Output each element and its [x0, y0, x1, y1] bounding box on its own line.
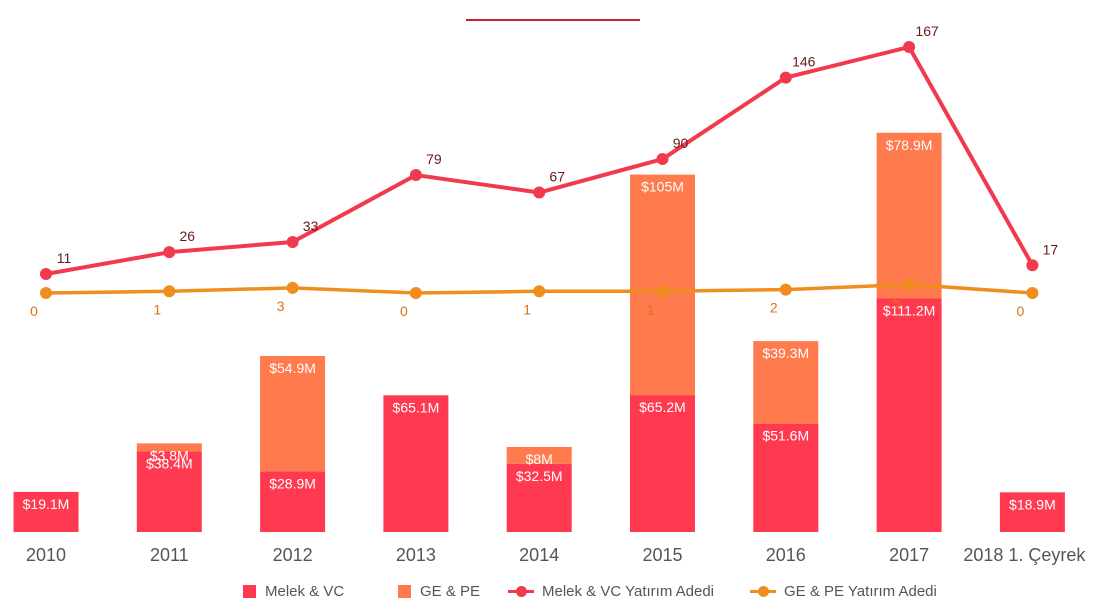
point-ge-pe-count-5 [656, 285, 669, 298]
bar-melek-vc-7 [876, 298, 942, 532]
point-label-ge-pe-count-7: 5 [893, 295, 901, 311]
point-ge-pe-count-8 [1026, 287, 1039, 299]
legend-item-melek-vc-count: Melek & VC Yatırım Adedi [508, 578, 714, 604]
point-label-ge-pe-count-4: 1 [523, 301, 531, 317]
bar-label-ge-pe-4: $8M [526, 451, 553, 467]
point-label-melek-vc-count-4: 67 [549, 169, 565, 185]
point-label-melek-vc-count-6: 146 [792, 54, 816, 70]
bar-labels-layer: $19.1M $38.4M$3.8M $28.9M $54.9M $65.1M $32.5… [23, 137, 1056, 513]
point-label-ge-pe-count-2: 3 [277, 298, 285, 314]
bar-ge-pe-2 [260, 356, 326, 472]
legend-label-ge-pe-count: GE & PE Yatırım Adedi [784, 582, 937, 600]
bar-label-melek-vc-4: $32.5M [516, 468, 563, 484]
legend-label-melek-vc: Melek & VC [265, 582, 345, 600]
point-label-melek-vc-count-8: 17 [1043, 241, 1059, 257]
point-ge-pe-count-4 [533, 285, 546, 298]
point-label-ge-pe-count-5: 1 [647, 301, 655, 317]
point-label-ge-pe-count-1: 1 [153, 301, 161, 317]
bar-label-melek-vc-7: $111.2M [883, 302, 935, 318]
point-ge-pe-count-7 [903, 278, 916, 291]
bar-ge-pe-4 [506, 446, 572, 464]
point-label-ge-pe-count-6: 2 [770, 300, 778, 316]
bar-label-ge-pe-2: $54.9M [269, 360, 316, 376]
x-tick-label-3: 2013 [396, 545, 436, 565]
bar-label-melek-vc-0: $19.1M [23, 496, 70, 512]
point-ge-pe-count-2 [286, 281, 299, 294]
legend-line-ge-pe-count [750, 585, 776, 597]
legend: Melek & VC GE & PE Melek & VC Yatırım Ad… [0, 578, 1112, 604]
bar-melek-vc-1 [136, 451, 202, 532]
point-ge-pe-count-1 [163, 285, 176, 298]
point-melek-vc-count-7 [903, 41, 916, 54]
bar-ge-pe-1 [136, 443, 202, 452]
point-label-melek-vc-count-3: 79 [426, 151, 442, 167]
legend-swatch-melek-vc [243, 584, 256, 598]
legend-item-ge-pe-count: GE & PE Yatırım Adedi [750, 578, 937, 604]
point-melek-vc-count-2 [286, 235, 299, 248]
legend-label-melek-vc-count: Melek & VC Yatırım Adedi [542, 582, 715, 600]
point-melek-vc-count-5 [656, 153, 669, 166]
legend-line-melek-vc-count [508, 585, 534, 597]
bar-ge-pe-5 [630, 174, 695, 396]
bar-ge-pe-6 [753, 341, 819, 424]
bar-label-melek-vc-2: $28.9M [269, 475, 316, 491]
point-label-ge-pe-count-3: 0 [400, 303, 408, 319]
bar-melek-vc-3 [383, 395, 449, 532]
x-tick-label-1: 2011 [150, 545, 189, 565]
point-melek-vc-count-4 [533, 186, 546, 199]
stacked-bar-line-chart: $19.1M $38.4M$3.8M $28.9M $54.9M $65.1M $32.5… [13, 19, 1086, 565]
point-label-melek-vc-count-2: 33 [303, 218, 319, 234]
point-label-melek-vc-count-1: 26 [180, 228, 196, 244]
x-tick-label-5: 2015 [642, 545, 682, 565]
x-tick-label-6: 2016 [766, 545, 806, 565]
point-melek-vc-count-6 [779, 71, 792, 84]
bar-label-melek-vc-5: $65.2M [639, 399, 686, 415]
bar-melek-vc-2 [260, 471, 326, 532]
x-tick-label-7: 2017 [889, 545, 929, 565]
legend-item-melek-vc: Melek & VC [243, 578, 344, 604]
point-ge-pe-count-6 [779, 283, 792, 296]
bar-melek-vc-6 [753, 423, 819, 532]
point-ge-pe-count-3 [409, 287, 422, 299]
x-tick-label-4: 2014 [519, 545, 559, 565]
point-melek-vc-count-8 [1026, 259, 1039, 272]
bar-melek-vc-5 [630, 395, 695, 532]
point-ge-pe-count-0 [40, 287, 52, 299]
point-label-melek-vc-count-0: 11 [57, 250, 72, 266]
bar-ge-pe-7 [876, 132, 942, 299]
x-axis-tick-labels: 2010 2011 2012 2013 2014 2015 2016 2017 2018 1. … [26, 545, 1086, 565]
bar-melek-vc-0 [13, 491, 79, 532]
point-melek-vc-count-1 [163, 246, 176, 259]
point-melek-vc-count-0 [40, 267, 52, 280]
bar-label-ge-pe-1: $3.8M [150, 447, 189, 463]
point-melek-vc-count-3 [409, 169, 422, 182]
x-tick-label-2: 2012 [273, 545, 313, 565]
bar-label-ge-pe-7: $78.9M [886, 137, 933, 153]
bar-label-ge-pe-5: $105M [641, 179, 684, 195]
point-label-ge-pe-count-0: 0 [30, 303, 38, 319]
bar-melek-vc-8 [999, 492, 1065, 532]
legend-item-ge-pe: GE & PE [398, 578, 480, 604]
point-label-melek-vc-count-7: 167 [915, 23, 939, 39]
legend-swatch-ge-pe [398, 584, 411, 598]
point-label-melek-vc-count-5: 90 [673, 135, 689, 151]
legend-label-ge-pe: GE & PE [420, 582, 481, 600]
bars-layer [13, 132, 1065, 532]
bar-label-melek-vc-6: $51.6M [762, 428, 809, 444]
bar-label-melek-vc-3: $65.1M [393, 399, 440, 415]
bar-melek-vc-4 [506, 463, 572, 532]
x-tick-label-8: 2018 1. Çeyrek [963, 545, 1086, 565]
bar-label-ge-pe-6: $39.3M [762, 345, 809, 361]
point-label-ge-pe-count-8: 0 [1017, 303, 1025, 319]
x-tick-label-0: 2010 [26, 545, 66, 565]
bar-label-melek-vc-8: $18.9M [1009, 496, 1056, 512]
bar-label-melek-vc-1: $38.4M [146, 455, 193, 471]
